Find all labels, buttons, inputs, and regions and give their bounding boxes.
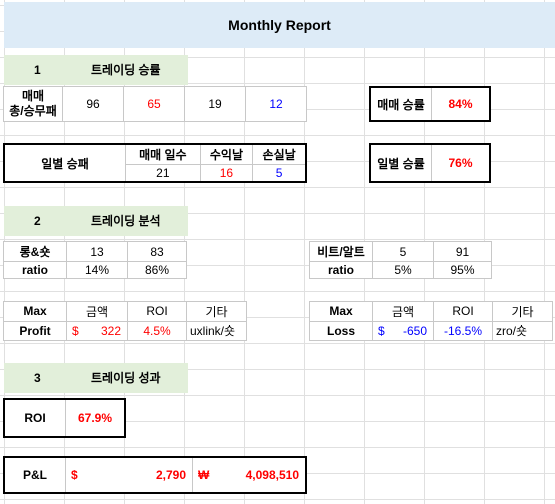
section-1-header: 1 트레이딩 승률 xyxy=(4,55,188,85)
max-loss-table: Max 금액 ROI 기타 Loss $ -650 -16.5% zro/숏 xyxy=(309,301,553,341)
roi-table: ROI 67.9% xyxy=(3,398,126,438)
section-2-header: 2 트레이딩 분석 xyxy=(4,206,188,236)
roi-label: ROI xyxy=(3,398,66,438)
trade-winrate-table: 매매 승률 84% xyxy=(369,86,491,122)
section-2-number: 2 xyxy=(34,214,41,228)
pnl-usd-cell[interactable]: $2,790 xyxy=(65,456,193,494)
daily-header-days: 매매 일수 xyxy=(125,143,201,166)
max-profit-label-bottom: Profit xyxy=(3,320,67,341)
max-loss-label-bottom: Loss xyxy=(309,320,373,341)
section-2-title: 트레이딩 분석 xyxy=(91,214,161,228)
max-loss-note[interactable]: zro/숏 xyxy=(492,320,553,341)
max-loss-amount-cell[interactable]: $ -650 xyxy=(372,320,434,341)
max-loss-roi[interactable]: -16.5% xyxy=(433,320,493,341)
max-profit-roi[interactable]: 4.5% xyxy=(127,320,187,341)
pnl-krw-symbol: ₩ xyxy=(198,468,210,482)
report-title-band: Monthly Report xyxy=(4,2,555,48)
max-profit-amount: 322 xyxy=(100,323,121,338)
losses-cell[interactable]: 12 xyxy=(245,86,307,122)
max-profit-header-amount: 금액 xyxy=(66,301,128,322)
max-profit-label-top: Max xyxy=(3,301,67,322)
pnl-krw-cell[interactable]: ₩4,098,510 xyxy=(192,456,307,494)
roi-value[interactable]: 67.9% xyxy=(65,398,126,438)
report-title: Monthly Report xyxy=(228,17,331,33)
daily-profit-value[interactable]: 16 xyxy=(199,164,254,183)
max-profit-amount-cell[interactable]: $322 xyxy=(66,320,128,341)
btc-alt-label: 비트/알트 xyxy=(309,240,373,263)
btc-count[interactable]: 5 xyxy=(372,240,434,263)
max-profit-header-note: 기타 xyxy=(186,301,247,322)
section-3-header: 3 트레이딩 성과 xyxy=(4,363,188,393)
max-profit-note[interactable]: uxlink/숏 xyxy=(186,320,247,341)
daily-header-loss: 손실날 xyxy=(252,143,307,166)
daily-loss-value[interactable]: 5 xyxy=(252,164,307,183)
btc-alt-ratio-label: ratio xyxy=(309,261,373,279)
total-trades-cell[interactable]: 96 xyxy=(62,86,124,122)
section-1-title: 트레이딩 승률 xyxy=(91,63,161,77)
max-profit-table: Max 금액 ROI 기타 Profit $322 4.5% uxlink/숏 xyxy=(3,301,247,341)
max-loss-header-note: 기타 xyxy=(492,301,553,322)
daily-table: 일별 승패 매매 일수 수익날 손실날 21 16 5 xyxy=(3,143,307,183)
daily-header-profit: 수익날 xyxy=(199,143,254,166)
daily-label: 일별 승패 xyxy=(3,143,126,183)
max-loss-amount: -650 xyxy=(402,323,427,338)
max-profit-currency: $ xyxy=(72,323,79,338)
daily-days-value[interactable]: 21 xyxy=(125,164,201,183)
draws-cell[interactable]: 19 xyxy=(184,86,246,122)
max-loss-header-amount: 금액 xyxy=(372,301,434,322)
daily-winrate-label: 일별 승률 xyxy=(369,143,432,183)
daily-winrate-table: 일별 승률 76% xyxy=(369,143,491,183)
max-loss-header-roi: ROI xyxy=(433,301,493,322)
section-1-number: 1 xyxy=(34,63,41,77)
pnl-label: P&L xyxy=(3,456,66,494)
pnl-table: P&L $2,790 ₩4,098,510 xyxy=(3,456,307,494)
pnl-krw-value: 4,098,510 xyxy=(245,468,299,482)
long-ratio[interactable]: 14% xyxy=(66,261,128,279)
long-short-table: 롱&숏 13 83 ratio 14% 86% xyxy=(3,240,187,279)
pnl-usd-value: 2,790 xyxy=(155,468,186,482)
trade-counts-table: 매매 총/승무패 96 65 19 12 xyxy=(3,86,307,122)
max-profit-header-roi: ROI xyxy=(127,301,187,322)
btc-alt-table: 비트/알트 5 91 ratio 5% 95% xyxy=(309,240,492,279)
pnl-usd-symbol: $ xyxy=(71,468,78,482)
wins-cell[interactable]: 65 xyxy=(123,86,185,122)
max-loss-label-top: Max xyxy=(309,301,373,322)
trade-counts-label: 매매 총/승무패 xyxy=(3,86,63,122)
btc-ratio[interactable]: 5% xyxy=(372,261,434,279)
long-short-ratio-label: ratio xyxy=(3,261,67,279)
max-loss-currency: $ xyxy=(378,323,385,338)
section-3-title: 트레이딩 성과 xyxy=(91,371,161,385)
trade-winrate-value[interactable]: 84% xyxy=(431,86,491,122)
alt-ratio[interactable]: 95% xyxy=(433,261,492,279)
daily-winrate-value[interactable]: 76% xyxy=(431,143,491,183)
short-ratio[interactable]: 86% xyxy=(127,261,187,279)
trade-winrate-label: 매매 승률 xyxy=(369,86,432,122)
alt-count[interactable]: 91 xyxy=(433,240,492,263)
long-short-label: 롱&숏 xyxy=(3,240,67,263)
section-3-number: 3 xyxy=(34,371,41,385)
long-count[interactable]: 13 xyxy=(66,240,128,263)
short-count[interactable]: 83 xyxy=(127,240,187,263)
